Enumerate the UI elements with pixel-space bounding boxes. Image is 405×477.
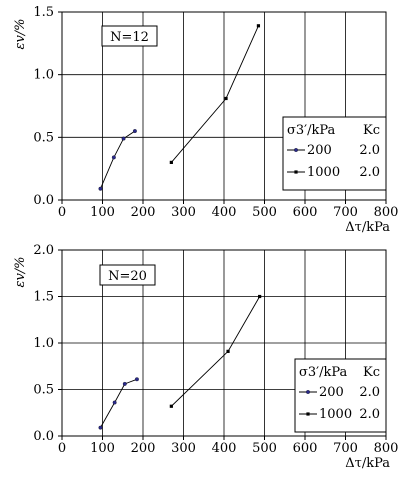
x-tick-label: 500	[252, 205, 277, 220]
data-point	[122, 381, 127, 386]
y-tick-label: 0.0	[33, 429, 54, 444]
x-tick-label: 700	[333, 205, 358, 220]
y-tick-label: 2.0	[33, 243, 54, 258]
data-point	[256, 24, 261, 28]
x-tick-label: 300	[171, 205, 196, 220]
x-axis-label: Δτ/kPa	[345, 220, 390, 235]
data-point	[98, 425, 103, 430]
annotation-label: N=20	[108, 269, 147, 284]
y-tick-label: 0.5	[33, 130, 54, 145]
data-point	[111, 155, 116, 160]
y-tick-label: 1.0	[33, 68, 54, 83]
chart-panel: 0 100 200 300 400 500 600 700 800 0.0 0.5 1.0 1.5 2.0…	[13, 243, 398, 471]
y-tick-label: 1.0	[33, 336, 54, 351]
plot-frame	[61, 249, 387, 437]
data-point	[169, 160, 173, 164]
legend-box	[294, 358, 387, 433]
plot-frame	[61, 11, 387, 201]
chart-panel: 0 100 200 300 400 500 600 700 800 0.0 0.5 1.0 1.5 εv/…	[13, 5, 398, 235]
x-tick-label: 0	[58, 441, 66, 456]
x-axis-label: Δτ/kPa	[345, 456, 390, 471]
data-point	[121, 136, 126, 141]
legend-header-pressure: σ3′/kPa	[287, 123, 336, 138]
x-tick-label: 100	[90, 441, 115, 456]
x-tick-label: 0	[58, 205, 66, 220]
y-tick-label: 0.0	[33, 193, 54, 208]
legend-series-kc: 2.0	[359, 385, 380, 400]
annotation-box	[99, 264, 156, 286]
legend-series-name: 1000	[307, 165, 340, 180]
x-tick-label: 800	[374, 205, 399, 220]
x-tick-label: 600	[293, 441, 318, 456]
data-point	[226, 349, 230, 353]
y-axis-label: εv/%	[13, 18, 28, 49]
legend-header-kc: Kc	[363, 123, 380, 138]
series-line-200	[100, 378, 138, 428]
data-point	[98, 186, 103, 191]
legend-header-pressure: σ3′/kPa	[299, 365, 348, 380]
legend-marker	[306, 412, 310, 416]
x-tick-label: 800	[374, 441, 399, 456]
data-point	[169, 404, 173, 408]
x-tick-label: 700	[333, 441, 358, 456]
y-tick-label: 1.5	[33, 5, 54, 20]
x-tick-label: 200	[131, 205, 156, 220]
x-tick-label: 400	[212, 441, 237, 456]
legend-marker	[306, 390, 310, 394]
series-line-200	[100, 130, 136, 189]
y-tick-label: 0.5	[33, 383, 54, 398]
legend-marker	[294, 148, 298, 152]
legend-series-kc: 2.0	[359, 143, 380, 158]
x-tick-label: 400	[212, 205, 237, 220]
y-axis-label: εv/%	[13, 256, 28, 287]
legend-series-kc: 2.0	[359, 165, 380, 180]
y-tick-label: 1.5	[33, 290, 54, 305]
legend-marker	[294, 170, 298, 174]
x-tick-label: 100	[90, 205, 115, 220]
legend-series-name: 200	[319, 385, 344, 400]
x-tick-label: 500	[252, 441, 277, 456]
x-tick-label: 300	[171, 441, 196, 456]
data-point	[134, 377, 139, 382]
legend-box	[282, 116, 387, 191]
x-tick-label: 200	[131, 441, 156, 456]
x-tick-label: 600	[293, 205, 318, 220]
annotation-box	[101, 25, 158, 47]
legend-series-name: 1000	[319, 407, 352, 422]
data-point	[132, 129, 137, 134]
data-point	[112, 400, 117, 405]
annotation-label: N=12	[110, 30, 149, 45]
data-point	[224, 96, 228, 101]
legend-header-kc: Kc	[363, 365, 380, 380]
legend-series-name: 200	[307, 143, 332, 158]
data-point	[258, 294, 262, 299]
legend-series-kc: 2.0	[359, 407, 380, 422]
series-line-1000	[171, 25, 259, 163]
